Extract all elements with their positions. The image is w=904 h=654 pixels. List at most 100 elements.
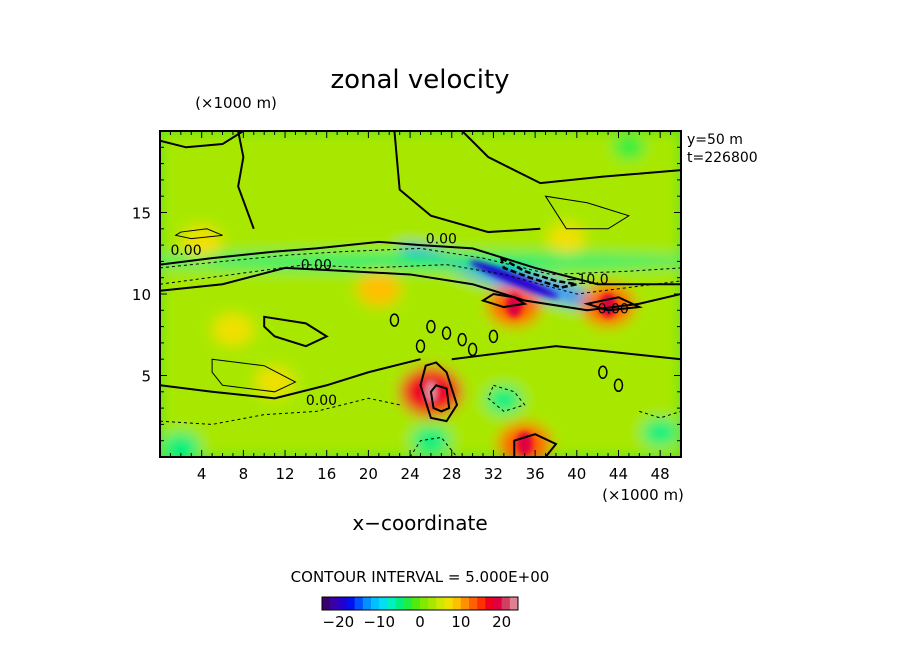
field-feature [411,425,451,456]
colorbar-cell [330,597,339,610]
colorbar-cell [444,597,453,610]
info-time: t=226800 [687,150,758,166]
colorbar-cell [436,597,445,610]
x-tick-label: 4 [197,465,207,483]
contour-small-ring [441,326,452,340]
velocity-field [160,131,681,457]
contour-upper-d [544,195,631,230]
contour-low-a [160,358,421,400]
y-tick-label: 15 [132,205,151,223]
contour-blob-43 [583,296,643,312]
x-axis-label: x−coordinate [352,511,487,535]
colorbar-cell [469,597,478,610]
field-feature [181,225,223,258]
x-tick-label: 36 [526,465,545,483]
contour-label: −10.0 [566,272,609,288]
colorbar-cell [428,597,437,610]
contour-low-b [160,397,400,425]
colorbar-cell [452,597,462,610]
contour-label: 0.00 [426,231,457,247]
contour-label: 0.00 [301,258,332,274]
contour-labels: 0.00 0.00 0.00 −10.0 0.00 0.00 [170,231,628,408]
field-feature [161,432,201,457]
colorbar-cell [509,597,519,610]
colorbar-cell [387,597,396,610]
colorbar: −20 −10 0 10 20 [321,596,519,631]
x-unit-label: (×1000 m) [602,486,684,504]
colorbar-tick-label: 10 [451,613,470,631]
colorbar-cell [338,597,347,610]
contour-zero-upper [160,240,681,286]
colorbar-cell [411,597,421,610]
contour-small-ring [415,339,426,353]
contour-small-ring [488,329,499,344]
contour-mid-a [263,315,329,348]
contour-mid-b [211,358,297,393]
x-tick-label: 20 [359,465,378,483]
x-tick-label: 12 [275,465,294,483]
y-tick-label: 10 [132,286,151,304]
colorbar-cell [346,597,355,610]
field-feature [357,272,401,307]
colorbar-tick-label: −20 [323,613,355,631]
contour-label: 0.00 [170,243,201,259]
contour-low-g [639,410,681,419]
contour-upper-a [237,131,255,230]
y-tick-label: 5 [141,368,151,386]
field-smooth-layer [160,131,681,457]
colorbar-cell [485,597,494,610]
x-tick-label: 48 [651,465,670,483]
colorbar-cells [321,596,519,611]
contour-neg-lower [160,264,681,295]
colorbar-tick-label: 20 [492,613,511,631]
contour-blob-26-core [429,384,451,413]
field-feature [613,135,645,160]
plot-area: 0.000.000.00−10.00.000.00 4 8 12 16 20 24 28 32… [132,130,682,483]
x-tick-label: 8 [239,465,249,483]
contour-interval-text: CONTOUR INTERVAL = 5.000E+00 [291,568,550,586]
contour-blob-33 [480,292,528,309]
info-y-location: y=50 m [687,132,743,148]
x-tick-label: 28 [442,465,461,483]
contour-zero-lower [160,266,681,312]
colorbar-cell [420,597,429,610]
contour-upper-left [160,131,244,149]
contour-low-c [451,345,681,361]
field-feature [642,418,679,447]
contour-label: 0.00 [598,302,629,318]
field-feature [485,385,522,414]
x-tick-label: 24 [401,465,420,483]
contour-small-ring [389,313,400,327]
y-unit-label: (×1000 m) [195,94,277,112]
colorbar-cell [477,597,486,610]
contour-small-ring [598,365,608,379]
contour-neg10 [500,257,578,289]
colorbar-cell [501,597,511,610]
colorbar-cell [460,597,470,610]
contour-neg-upper [160,247,681,275]
contour-lines [160,131,681,457]
colorbar-cell [362,597,372,610]
contour-small-ring [457,332,467,347]
colorbar-cell [395,597,404,610]
colorbar-cell [322,597,331,610]
x-tick-label: 44 [609,465,628,483]
colorbar-cell [379,597,388,610]
colorbar-tick-label: 0 [415,613,425,631]
contour-small-ring [426,319,436,334]
x-tick-label: 32 [484,465,503,483]
chart-title: zonal velocity [330,65,509,95]
contour-upper-b [393,131,541,234]
colorbar-cell [354,597,364,610]
contour-small-ring [467,342,478,357]
contour-label: 0.00 [306,393,337,409]
contour-small-ring [613,378,624,393]
contour-low-d [487,384,526,412]
field-feature [160,252,681,271]
colorbar-ticks: −20 −10 0 10 20 [323,613,512,631]
field-feature [255,367,294,398]
contour-upper-e [174,228,223,240]
colorbar-frame [321,596,519,611]
